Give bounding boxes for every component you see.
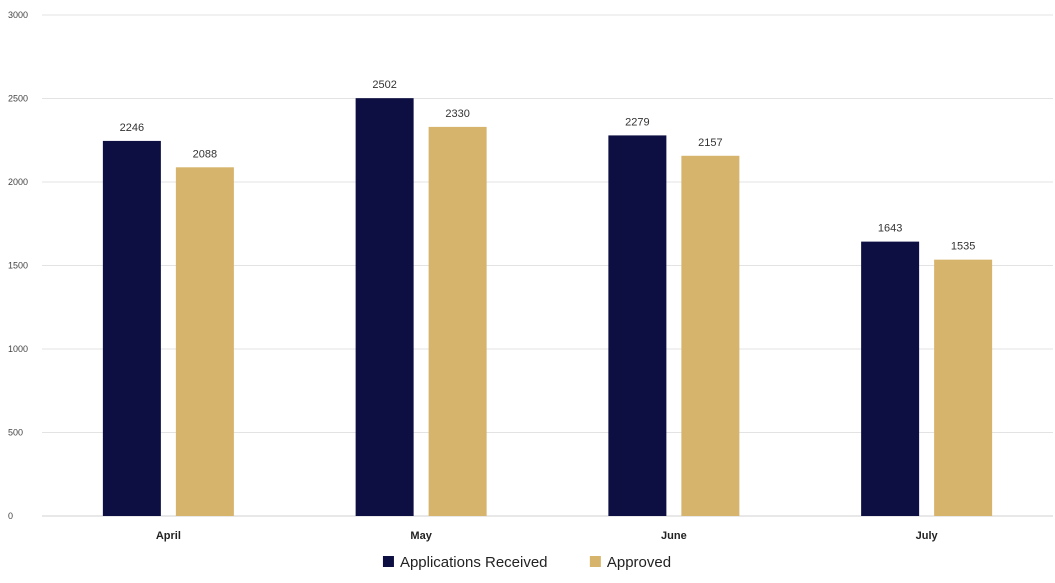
x-tick-label: May [410, 530, 432, 542]
data-label: 2279 [625, 116, 649, 128]
x-tick-label: June [661, 530, 687, 542]
y-tick-label: 3000 [8, 10, 28, 20]
legend-label-applications-received: Applications Received [400, 554, 548, 571]
x-tick-label: April [156, 530, 181, 542]
bar-applications-received-june [608, 135, 667, 517]
bar-approved-july [934, 259, 993, 516]
bar-approved-may [428, 126, 487, 516]
legend-label-approved: Approved [607, 554, 671, 571]
y-tick-label: 500 [8, 428, 23, 438]
y-tick-label: 2500 [8, 94, 28, 104]
data-labels: 2246 2088 2502 2330 2279 2157 1643 1535 [120, 79, 976, 252]
bar-applications-received-april [102, 140, 161, 516]
bar-applications-received-july [861, 241, 920, 516]
legend: Applications Received Approved [382, 554, 671, 571]
y-tick-label: 2000 [8, 177, 28, 187]
bar-applications-received-may [355, 98, 414, 516]
data-label: 2088 [193, 148, 217, 160]
bar-approved-june [681, 155, 740, 516]
y-tick-label: 0 [8, 511, 13, 521]
y-tick-label: 1500 [8, 261, 28, 271]
y-tick-label: 1000 [8, 344, 28, 354]
bars [102, 98, 993, 517]
data-label: 1535 [951, 241, 975, 253]
data-label: 1643 [878, 223, 902, 235]
legend-swatch-approved [589, 556, 601, 567]
data-label: 2246 [120, 122, 144, 134]
data-label: 2157 [698, 137, 722, 149]
x-axis: April May June July [156, 530, 939, 542]
data-label: 2330 [445, 108, 469, 120]
x-tick-label: July [916, 530, 939, 542]
bar-approved-april [175, 167, 234, 516]
data-label: 2502 [372, 79, 396, 91]
legend-swatch-applications-received [382, 556, 394, 567]
